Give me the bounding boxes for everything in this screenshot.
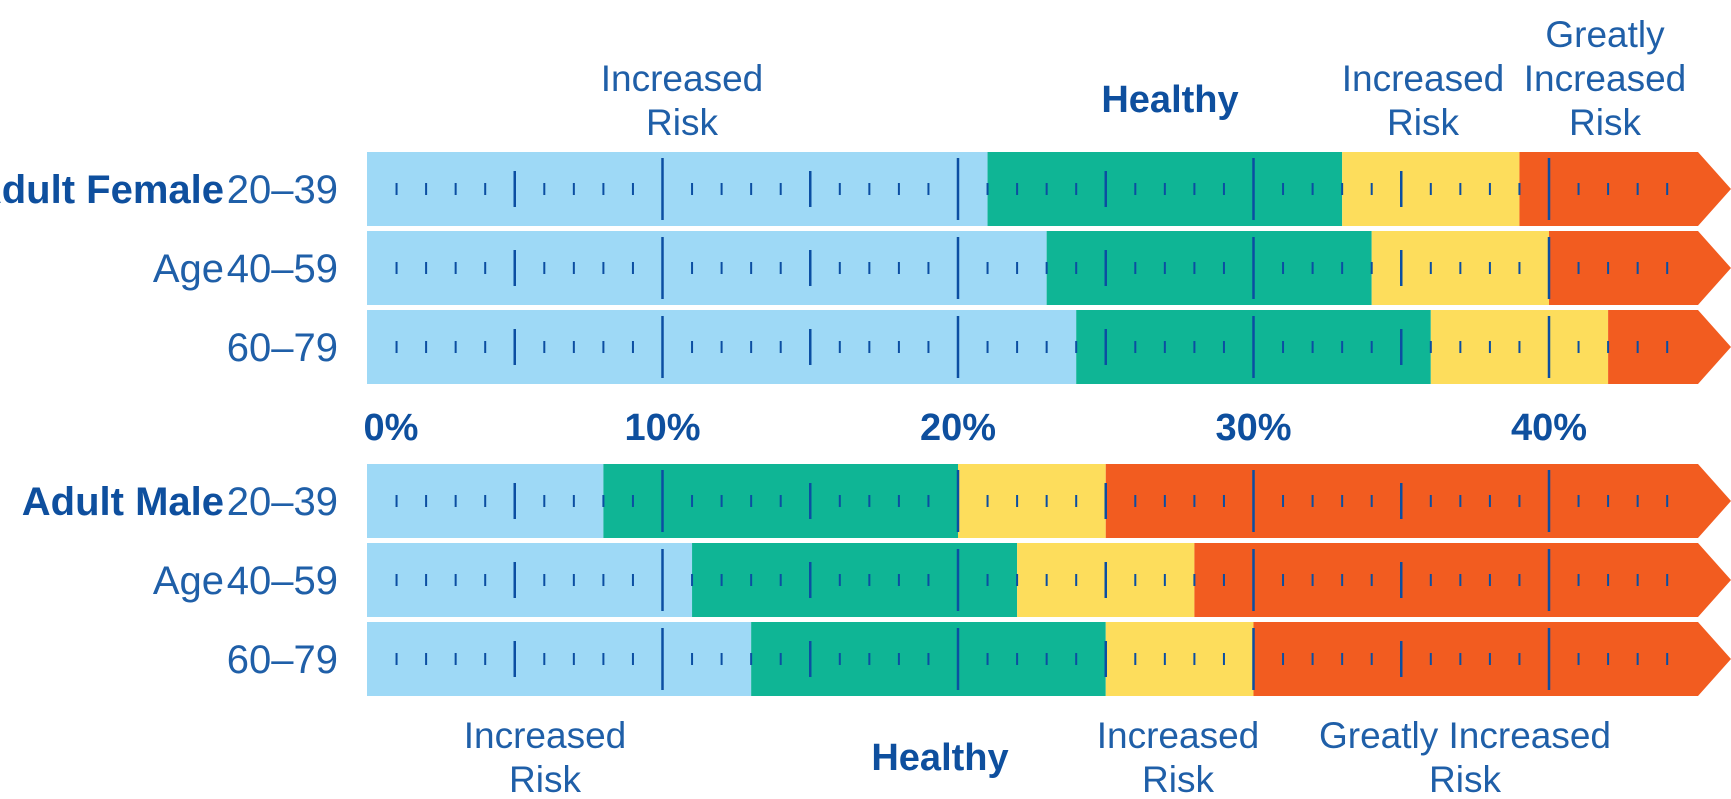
segment-greatly-increased-risk — [1549, 231, 1731, 305]
zone-label-increased-risk: Risk — [1387, 102, 1459, 143]
zone-label-greatly-increased-risk: Greatly — [1545, 14, 1665, 55]
segment-greatly-increased-risk — [1519, 152, 1731, 226]
x-tick-label: 0% — [364, 407, 419, 449]
age-prefix-label: Age — [153, 247, 224, 291]
group-label: Adult Female — [0, 168, 224, 212]
segment-greatly-increased-risk — [1608, 310, 1731, 384]
bar-row-female-60–79 — [367, 310, 1731, 384]
age-range-label: 40–59 — [227, 559, 338, 603]
segment-greatly-increased-risk — [1194, 543, 1731, 617]
segment-increased-risk-low — [367, 622, 752, 696]
age-range-label: 40–59 — [227, 247, 338, 291]
age-prefix-label: Age — [153, 559, 224, 603]
zone-label-increased-risk: Risk — [646, 102, 718, 143]
age-range-label: 60–79 — [227, 638, 338, 682]
zone-label-healthy: Healthy — [871, 737, 1008, 779]
zone-label-greatly-increased-risk: Increased — [1524, 58, 1687, 99]
zone-label-greatly-increased-risk: Risk — [1429, 759, 1501, 799]
x-tick-label: 40% — [1511, 407, 1587, 449]
zone-label-increased-risk: Risk — [509, 759, 581, 799]
segment-increased-risk — [958, 464, 1106, 538]
segment-increased-risk-low — [367, 152, 988, 226]
bar-row-female-40–59 — [367, 231, 1731, 305]
segment-increased-risk-low — [367, 231, 1047, 305]
zone-label-increased-risk: Increased — [1097, 715, 1260, 756]
segment-healthy — [1046, 231, 1372, 305]
zone-label-healthy: Healthy — [1101, 79, 1238, 121]
group-label: Adult Male — [22, 480, 224, 524]
age-range-label: 20–39 — [227, 480, 338, 524]
bar-row-male-60–79 — [367, 622, 1731, 696]
x-tick-label: 10% — [624, 407, 700, 449]
age-range-label: 20–39 — [227, 168, 338, 212]
segment-greatly-increased-risk — [1105, 464, 1731, 538]
zone-label-greatly-increased-risk: Risk — [1569, 102, 1641, 143]
ticks-layer — [395, 158, 1669, 690]
bar-row-female-20–39 — [367, 152, 1731, 226]
zone-label-greatly-increased-risk: Greatly Increased — [1319, 715, 1611, 756]
segment-increased-risk-low — [367, 543, 693, 617]
age-range-label: 60–79 — [227, 326, 338, 370]
segment-greatly-increased-risk — [1253, 622, 1731, 696]
bar-row-male-40–59 — [367, 543, 1731, 617]
zone-label-increased-risk: Risk — [1142, 759, 1214, 799]
x-tick-label: 20% — [920, 407, 996, 449]
bar-row-male-20–39 — [367, 464, 1731, 538]
zone-label-increased-risk: Increased — [1342, 58, 1505, 99]
zone-label-increased-risk: Increased — [601, 58, 764, 99]
segment-increased-risk — [1105, 622, 1254, 696]
x-tick-label: 30% — [1215, 407, 1291, 449]
zone-label-increased-risk: Increased — [464, 715, 627, 756]
segment-healthy — [692, 543, 1018, 617]
